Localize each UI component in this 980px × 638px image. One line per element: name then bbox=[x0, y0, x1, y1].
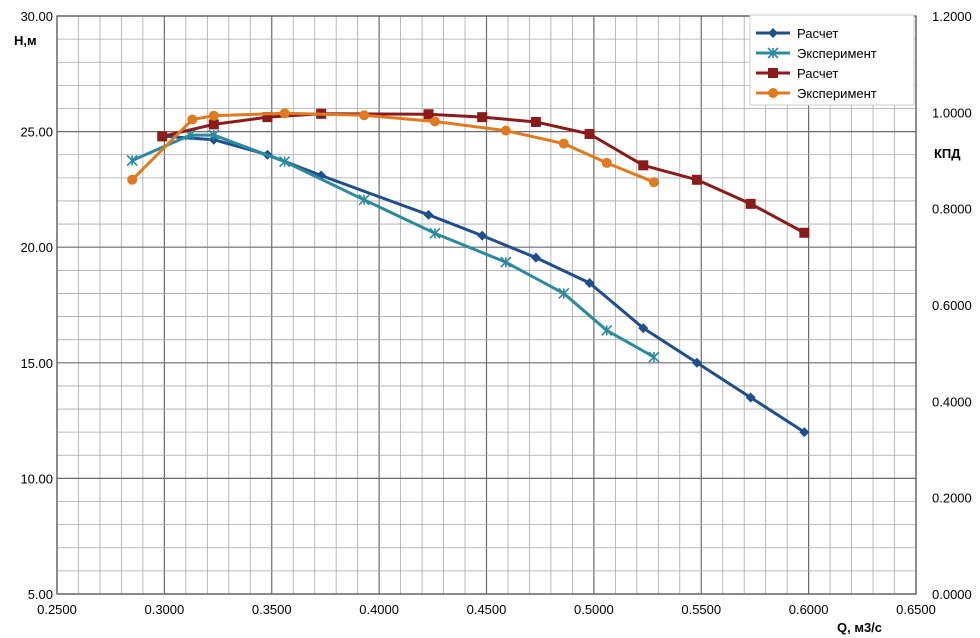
legend-swatch-marker bbox=[768, 28, 778, 38]
data-point bbox=[601, 157, 612, 168]
data-point bbox=[558, 138, 569, 149]
x-tick-label: 0.5500 bbox=[681, 602, 721, 617]
data-point bbox=[127, 174, 138, 185]
data-point bbox=[745, 392, 756, 403]
data-point bbox=[279, 108, 290, 119]
data-point bbox=[500, 256, 512, 268]
series-line bbox=[164, 134, 806, 434]
legend-box bbox=[749, 14, 915, 106]
data-point bbox=[429, 116, 440, 127]
series-3 bbox=[127, 108, 660, 188]
y-left-tick-label: 25.00 bbox=[20, 125, 53, 140]
x-tick-label: 0.3000 bbox=[144, 602, 184, 617]
y-right-tick-label: 0.6000 bbox=[932, 298, 972, 313]
legend-swatch-marker bbox=[768, 68, 778, 78]
series-line bbox=[131, 133, 655, 359]
legend-item: Эксперимент bbox=[756, 46, 877, 61]
x-tick-label: 0.2500 bbox=[37, 602, 77, 617]
y-axis-right-ticks: 0.0000 0.2000 0.4000 0.6000 0.8000 1.0000 1.20… bbox=[932, 9, 972, 602]
y-left-tick-label: 10.00 bbox=[20, 471, 53, 486]
legend-label: Эксперимент bbox=[797, 46, 877, 61]
x-axis-label: Q, м3/с bbox=[837, 620, 882, 635]
legend-label: Расчет bbox=[797, 66, 838, 81]
data-point bbox=[649, 177, 660, 188]
data-point bbox=[500, 125, 511, 136]
data-point bbox=[638, 323, 649, 334]
data-point bbox=[530, 116, 541, 127]
legend-label: Расчет bbox=[797, 26, 838, 41]
data-point bbox=[208, 129, 220, 141]
data-point bbox=[530, 252, 541, 263]
data-point bbox=[477, 112, 488, 123]
x-axis-ticks: 0.2500 0.3000 0.3500 0.4000 0.4500 0.5000 0.55… bbox=[37, 602, 936, 617]
y-axis-right-label: КПД bbox=[934, 146, 961, 161]
data-point bbox=[601, 324, 613, 336]
x-tick-label: 0.3500 bbox=[252, 602, 292, 617]
data-point bbox=[584, 278, 595, 289]
x-tick-label: 0.5000 bbox=[574, 602, 614, 617]
y-left-tick-label: 20.00 bbox=[20, 240, 53, 255]
x-tick-label: 0.4000 bbox=[359, 602, 399, 617]
legend: Расчет Эксперимент Расчет Эксперимент bbox=[749, 14, 915, 106]
x-tick-label: 0.4500 bbox=[467, 602, 507, 617]
series-2 bbox=[157, 108, 810, 238]
data-point bbox=[262, 112, 273, 123]
data-point bbox=[584, 129, 595, 140]
data-point bbox=[648, 351, 660, 363]
plot-frame bbox=[56, 15, 917, 595]
data-point bbox=[745, 198, 756, 209]
series-line bbox=[131, 111, 655, 184]
data-point bbox=[429, 227, 441, 239]
data-point bbox=[358, 194, 370, 206]
data-point bbox=[691, 357, 702, 368]
data-point bbox=[187, 114, 198, 125]
y-right-tick-label: 1.2000 bbox=[932, 9, 972, 24]
legend-swatch-marker bbox=[768, 88, 778, 98]
y-right-tick-label: 0.4000 bbox=[932, 394, 972, 409]
series-0 bbox=[159, 131, 810, 438]
y-right-tick-label: 0.2000 bbox=[932, 491, 972, 506]
y-right-tick-label: 0.8000 bbox=[932, 202, 972, 217]
y-left-tick-label: 15.00 bbox=[20, 356, 53, 371]
y-left-tick-label: 30.00 bbox=[20, 9, 53, 24]
data-point bbox=[423, 109, 434, 120]
data-point bbox=[691, 174, 702, 185]
data-point bbox=[208, 119, 219, 130]
legend-swatch-marker bbox=[767, 47, 779, 59]
y-left-tick-label: 5.00 bbox=[28, 587, 53, 602]
x-tick-label: 0.6500 bbox=[896, 602, 936, 617]
data-point bbox=[638, 160, 649, 171]
data-point bbox=[208, 110, 219, 121]
data-point bbox=[799, 427, 810, 438]
y-right-tick-label: 0.0000 bbox=[932, 587, 972, 602]
series-group bbox=[126, 108, 810, 438]
data-point bbox=[477, 230, 488, 241]
x-tick-label: 0.6000 bbox=[789, 602, 829, 617]
y-axis-left-ticks: 5.00 10.00 15.00 20.00 25.00 30.00 bbox=[20, 9, 53, 602]
data-point bbox=[279, 156, 291, 168]
legend-label: Эксперимент bbox=[797, 86, 877, 101]
y-right-tick-label: 1.0000 bbox=[932, 105, 972, 120]
data-point bbox=[157, 131, 168, 142]
data-point bbox=[423, 209, 434, 220]
data-point bbox=[359, 110, 370, 121]
legend-item: Расчет bbox=[756, 26, 838, 41]
data-point bbox=[126, 154, 138, 167]
y-axis-left-label: Н,м bbox=[14, 33, 37, 48]
data-point bbox=[799, 227, 810, 238]
series-line bbox=[161, 112, 806, 235]
legend-item: Эксперимент bbox=[756, 86, 877, 101]
legend-item: Расчет bbox=[756, 66, 838, 81]
data-point bbox=[558, 287, 570, 300]
